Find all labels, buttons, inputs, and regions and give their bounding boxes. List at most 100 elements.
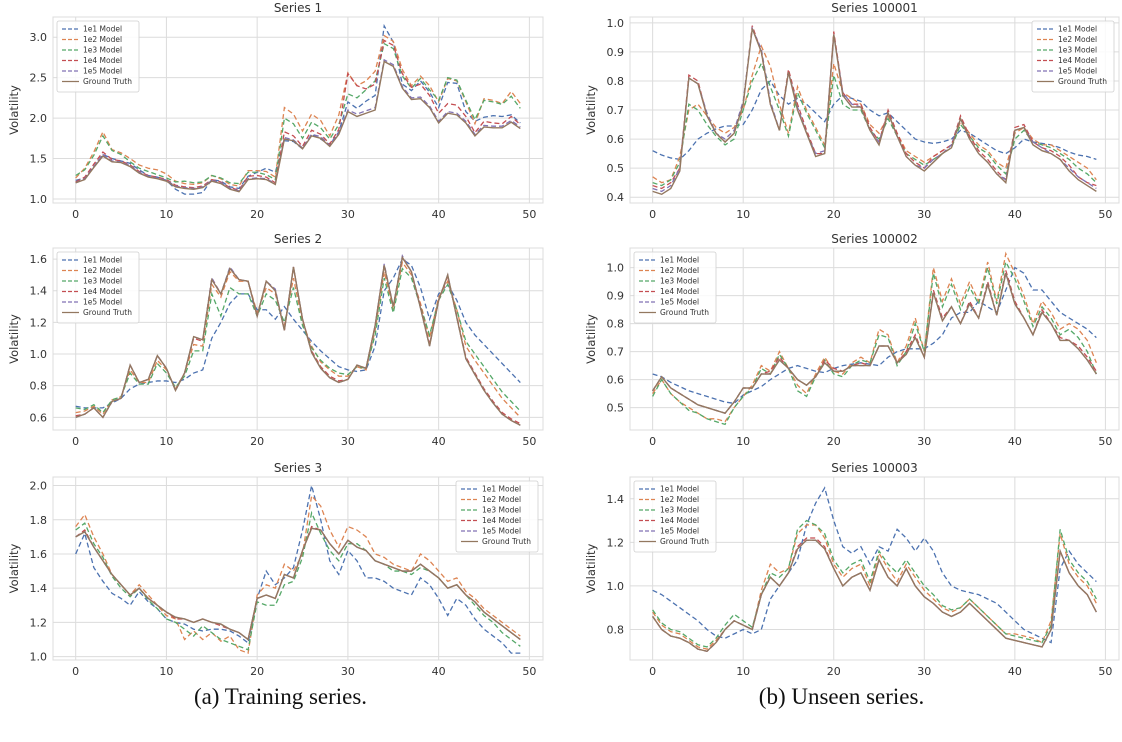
legend-label: 1e2 Model	[660, 266, 699, 275]
x-tick-label: 50	[522, 665, 536, 678]
legend-box	[455, 480, 539, 553]
series-line	[75, 58, 521, 192]
chart-panel-4: 0 10 20 30 40 50 0.5 0.6 0.7 0.8 0.9 1.0 Series 1000…	[584, 232, 1120, 448]
series-line	[652, 486, 1097, 644]
y-tick-label: 2.0	[30, 480, 48, 493]
legend-box	[633, 480, 717, 553]
y-tick-label: 1.0	[607, 17, 625, 30]
x-tick-label: 10	[736, 208, 750, 221]
chart-title: Series 3	[274, 461, 322, 475]
x-tick-label: 10	[159, 208, 173, 221]
y-tick-label: 0.8	[30, 380, 48, 393]
legend-label: Ground Truth	[83, 308, 132, 317]
series-line	[75, 42, 521, 185]
series-line	[75, 60, 521, 193]
x-tick-label: 30	[341, 208, 355, 221]
y-axis-label: Volatility	[584, 543, 598, 593]
chart-panel-6: 0 10 20 30 40 50 0.8 1.0 1.2 1.4 Series 100003 Vola…	[584, 461, 1120, 678]
x-tick-label: 0	[649, 665, 656, 678]
legend-label: 1e3 Model	[1058, 46, 1097, 55]
x-tick-label: 40	[432, 435, 446, 448]
chart-title: Series 100001	[831, 1, 918, 15]
x-tick-label: 30	[341, 435, 355, 448]
chart-title: Series 100002	[831, 232, 918, 246]
legend-label: 1e5 Model	[83, 67, 122, 76]
series-line	[75, 255, 521, 426]
x-tick-label: 20	[250, 435, 264, 448]
x-tick-label: 0	[72, 665, 79, 678]
series-line	[75, 34, 521, 187]
series-line	[75, 39, 521, 191]
x-tick-label: 30	[917, 435, 931, 448]
x-tick-label: 50	[1098, 435, 1112, 448]
caption-training-series: (a) Training series.	[193, 684, 368, 709]
y-tick-label: 0.5	[607, 162, 625, 175]
series-line	[652, 539, 1097, 653]
legend-label: Ground Truth	[660, 308, 709, 317]
y-tick-label: 1.0	[607, 262, 625, 275]
chart-title: Series 2	[274, 232, 322, 246]
legend-label: 1e3 Model	[83, 46, 122, 55]
y-axis-label: Volatility	[584, 85, 598, 135]
y-tick-label: 0.7	[607, 104, 625, 117]
x-tick-label: 40	[432, 665, 446, 678]
legend-label: 1e2 Model	[83, 266, 122, 275]
x-tick-label: 20	[250, 665, 264, 678]
y-tick-label: 0.5	[607, 402, 625, 415]
legend-label: 1e5 Model	[83, 298, 122, 307]
legend-label: Ground Truth	[660, 537, 709, 546]
legend-label: 1e1 Model	[660, 256, 699, 265]
legend-label: 1e5 Model	[482, 527, 521, 536]
legend-label: 1e1 Model	[1058, 25, 1097, 34]
chart-panel-2: 0 10 20 30 40 50 0.4 0.5 0.6 0.7 0.8 0.9 1.0 Series 1…	[584, 1, 1120, 221]
y-tick-label: 2.5	[30, 72, 48, 85]
series-line	[652, 28, 1097, 196]
legend-label: 1e1 Model	[482, 485, 521, 494]
x-tick-label: 0	[649, 208, 656, 221]
y-tick-label: 0.6	[30, 411, 48, 424]
legend-label: 1e5 Model	[660, 298, 699, 307]
legend-box	[56, 20, 140, 93]
y-tick-label: 1.4	[30, 582, 48, 595]
series-line	[75, 510, 521, 651]
legend-label: 1e3 Model	[660, 277, 699, 286]
chart-panel-5: 0 10 20 30 40 50 1.0 1.2 1.4 1.6 1.8 2.0 Series 3 Vol…	[7, 461, 544, 678]
y-axis-label: Volatility	[7, 85, 21, 135]
series-line	[652, 266, 1097, 405]
legend-label: 1e4 Model	[83, 287, 122, 296]
y-tick-label: 0.9	[607, 290, 625, 303]
legend-label: 1e3 Model	[482, 506, 521, 515]
x-tick-label: 20	[827, 208, 841, 221]
legend-label: 1e4 Model	[660, 516, 699, 525]
y-tick-label: 1.4	[607, 493, 625, 506]
y-axis-label: Volatility	[7, 314, 21, 364]
legend-box	[1031, 20, 1115, 93]
y-tick-label: 1.2	[607, 536, 625, 549]
x-tick-label: 40	[1008, 665, 1022, 678]
series-line	[652, 273, 1097, 415]
y-tick-label: 0.6	[607, 374, 625, 387]
legend-label: 1e5 Model	[660, 527, 699, 536]
x-tick-label: 0	[72, 435, 79, 448]
y-tick-label: 1.0	[30, 348, 48, 361]
y-tick-label: 1.6	[30, 548, 48, 561]
legend-label: 1e1 Model	[83, 25, 122, 34]
chart-panel-3: 0 10 20 30 40 50 0.6 0.8 1.0 1.2 1.4 1.6 Series 2 Vol…	[7, 232, 544, 448]
legend-label: Ground Truth	[482, 537, 531, 546]
x-tick-label: 50	[522, 435, 536, 448]
legend-label: 1e1 Model	[83, 256, 122, 265]
series-line	[75, 260, 521, 418]
x-tick-label: 40	[432, 208, 446, 221]
y-tick-label: 3.0	[30, 31, 48, 44]
y-tick-label: 0.6	[607, 133, 625, 146]
series-line	[652, 251, 1097, 423]
x-tick-label: 30	[917, 208, 931, 221]
x-tick-label: 40	[1008, 208, 1022, 221]
y-tick-label: 0.8	[607, 624, 625, 637]
x-tick-label: 50	[522, 208, 536, 221]
